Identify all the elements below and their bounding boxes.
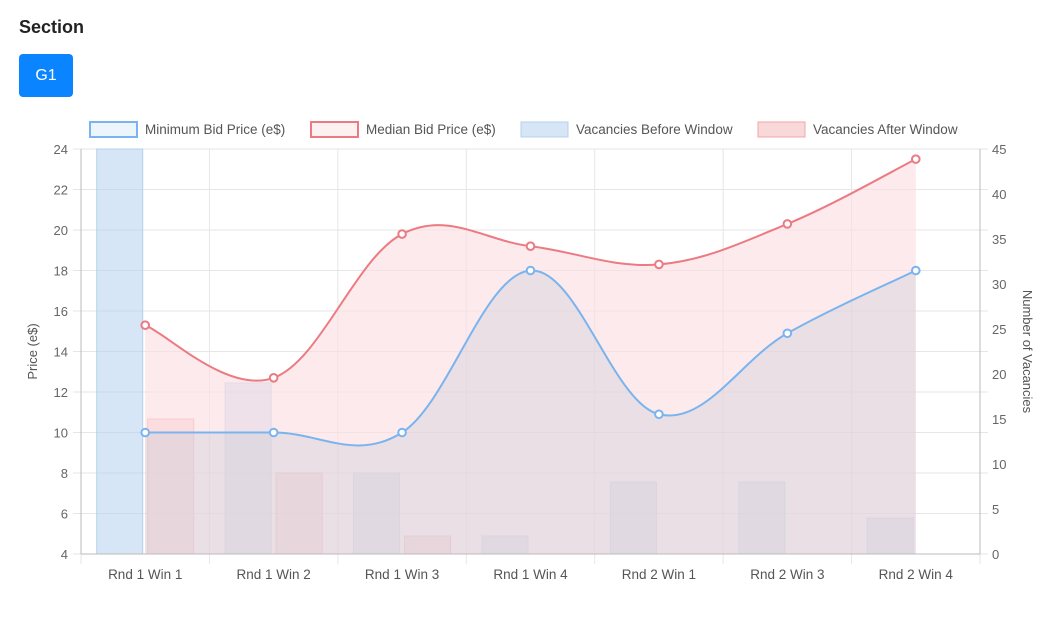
y-left-tick-label: 6: [61, 507, 68, 522]
y-right-tick-label: 25: [992, 322, 1006, 337]
y-right-tick-label: 35: [992, 232, 1006, 247]
y-right-tick-label: 40: [992, 187, 1006, 202]
data-point: [782, 219, 793, 229]
y-left-tick-label: 8: [61, 466, 68, 481]
chart-axes: 4 6 8 10 12 14 16 18 20 22 24 0 5 10 15 20 25 30 35 40 45 Rnd…: [25, 142, 1035, 582]
y-right-tick-label: 30: [992, 277, 1006, 292]
line-area-fill: [145, 159, 916, 554]
chart: Minimum Bid Price (e$) Median Bid Price (…: [25, 121, 1035, 582]
chart-legend[interactable]: Minimum Bid Price (e$) Median Bid Price (…: [89, 121, 958, 138]
legend-label: Vacancies After Window: [813, 122, 958, 137]
data-point: [654, 409, 664, 420]
y-right-tick-label: 15: [992, 412, 1006, 427]
y-left-tick-label: 18: [54, 264, 68, 279]
data-point: [910, 265, 921, 276]
data-point: [397, 229, 407, 239]
y-left-tick-label: 16: [54, 304, 68, 319]
y-left-axis-title: Price (e$): [25, 323, 40, 379]
y-left-tick-label: 4: [61, 547, 68, 562]
y-right-tick-label: 10: [992, 457, 1006, 472]
chart-points: [140, 154, 921, 438]
data-point: [910, 154, 921, 164]
legend-label: Median Bid Price (e$): [366, 122, 496, 137]
y-right-tick-label: 20: [992, 367, 1006, 382]
legend-item[interactable]: Minimum Bid Price (e$): [89, 121, 285, 138]
y-right-tick-label: 45: [992, 142, 1006, 157]
legend-label: Minimum Bid Price (e$): [145, 122, 285, 137]
y-right-tick-label: 5: [992, 502, 999, 517]
data-point: [140, 427, 151, 438]
x-tick-label: Rnd 1 Win 1: [108, 567, 182, 582]
data-point: [397, 427, 407, 438]
data-point: [525, 241, 536, 251]
legend-swatch: [310, 121, 359, 138]
data-point: [268, 373, 279, 383]
chart-line-fills: [145, 159, 916, 554]
data-point: [654, 259, 664, 270]
legend-label: Vacancies Before Window: [576, 122, 733, 137]
data-point: [140, 320, 151, 330]
data-point: [525, 265, 536, 276]
x-tick-label: Rnd 2 Win 3: [750, 567, 824, 582]
legend-swatch: [520, 121, 569, 138]
legend-swatch: [89, 121, 138, 138]
legend-item[interactable]: Median Bid Price (e$): [310, 121, 496, 138]
x-tick-label: Rnd 1 Win 2: [236, 567, 310, 582]
x-tick-label: Rnd 2 Win 1: [622, 567, 696, 582]
x-tick-label: Rnd 1 Win 4: [493, 567, 568, 582]
line-area-fill: [145, 270, 916, 554]
y-left-tick-label: 22: [54, 183, 68, 198]
y-right-tick-label: 0: [992, 547, 999, 562]
x-tick-label: Rnd 1 Win 3: [365, 567, 439, 582]
section-title: Section: [19, 17, 85, 37]
legend-swatch: [757, 121, 806, 138]
data-point: [268, 427, 279, 438]
y-left-tick-label: 20: [54, 223, 68, 238]
y-left-tick-label: 12: [54, 385, 68, 400]
y-left-tick-label: 24: [54, 142, 68, 157]
x-tick-label: Rnd 2 Win 4: [879, 567, 954, 582]
y-left-tick-label: 10: [54, 426, 68, 441]
y-right-axis-title: Number of Vacancies: [1020, 290, 1035, 414]
data-point: [782, 328, 793, 339]
legend-item[interactable]: Vacancies After Window: [757, 121, 958, 138]
legend-item[interactable]: Vacancies Before Window: [520, 121, 733, 138]
tab-g1-button[interactable]: G1: [19, 54, 73, 97]
y-left-tick-label: 14: [54, 345, 68, 360]
bar: [96, 148, 144, 555]
